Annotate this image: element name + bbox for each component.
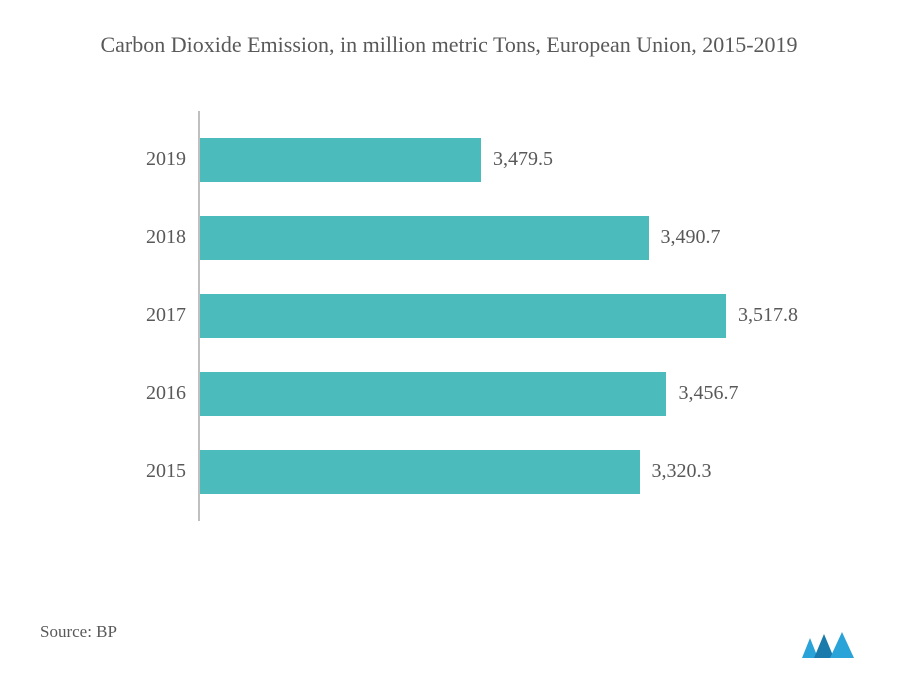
bar-wrapper: 3,320.3: [200, 450, 798, 494]
value-label: 3,320.3: [652, 460, 712, 483]
category-label: 2017: [140, 304, 194, 327]
value-label: 3,490.7: [661, 226, 721, 249]
bar-row: 2018 3,490.7: [140, 210, 798, 266]
source-label: Source: BP: [40, 622, 117, 642]
value-label: 3,456.7: [678, 382, 738, 405]
bar-wrapper: 3,517.8: [200, 294, 798, 338]
category-label: 2015: [140, 460, 194, 483]
bar-wrapper: 3,479.5: [200, 138, 798, 182]
bar-wrapper: 3,456.7: [200, 372, 798, 416]
bar-row: 2016 3,456.7: [140, 366, 798, 422]
bar-row: 2015 3,320.3: [140, 444, 798, 500]
bar-wrapper: 3,490.7: [200, 216, 798, 260]
bar-row: 2017 3,517.8: [140, 288, 798, 344]
bar-row: 2019 3,479.5: [140, 132, 798, 188]
bar: [200, 450, 640, 494]
brand-logo-icon: [800, 630, 856, 662]
chart-title: Carbon Dioxide Emission, in million metr…: [40, 30, 858, 61]
chart-area: 2019 3,479.5 2018 3,490.7 2017 3,517.8 2…: [140, 111, 798, 521]
category-label: 2019: [140, 148, 194, 171]
bar: [200, 216, 649, 260]
category-label: 2018: [140, 226, 194, 249]
bar: [200, 138, 481, 182]
bar: [200, 372, 666, 416]
category-label: 2016: [140, 382, 194, 405]
y-axis-line: [198, 111, 200, 521]
bars-container: 2019 3,479.5 2018 3,490.7 2017 3,517.8 2…: [140, 111, 798, 521]
value-label: 3,479.5: [493, 148, 553, 171]
value-label: 3,517.8: [738, 304, 798, 327]
bar: [200, 294, 726, 338]
